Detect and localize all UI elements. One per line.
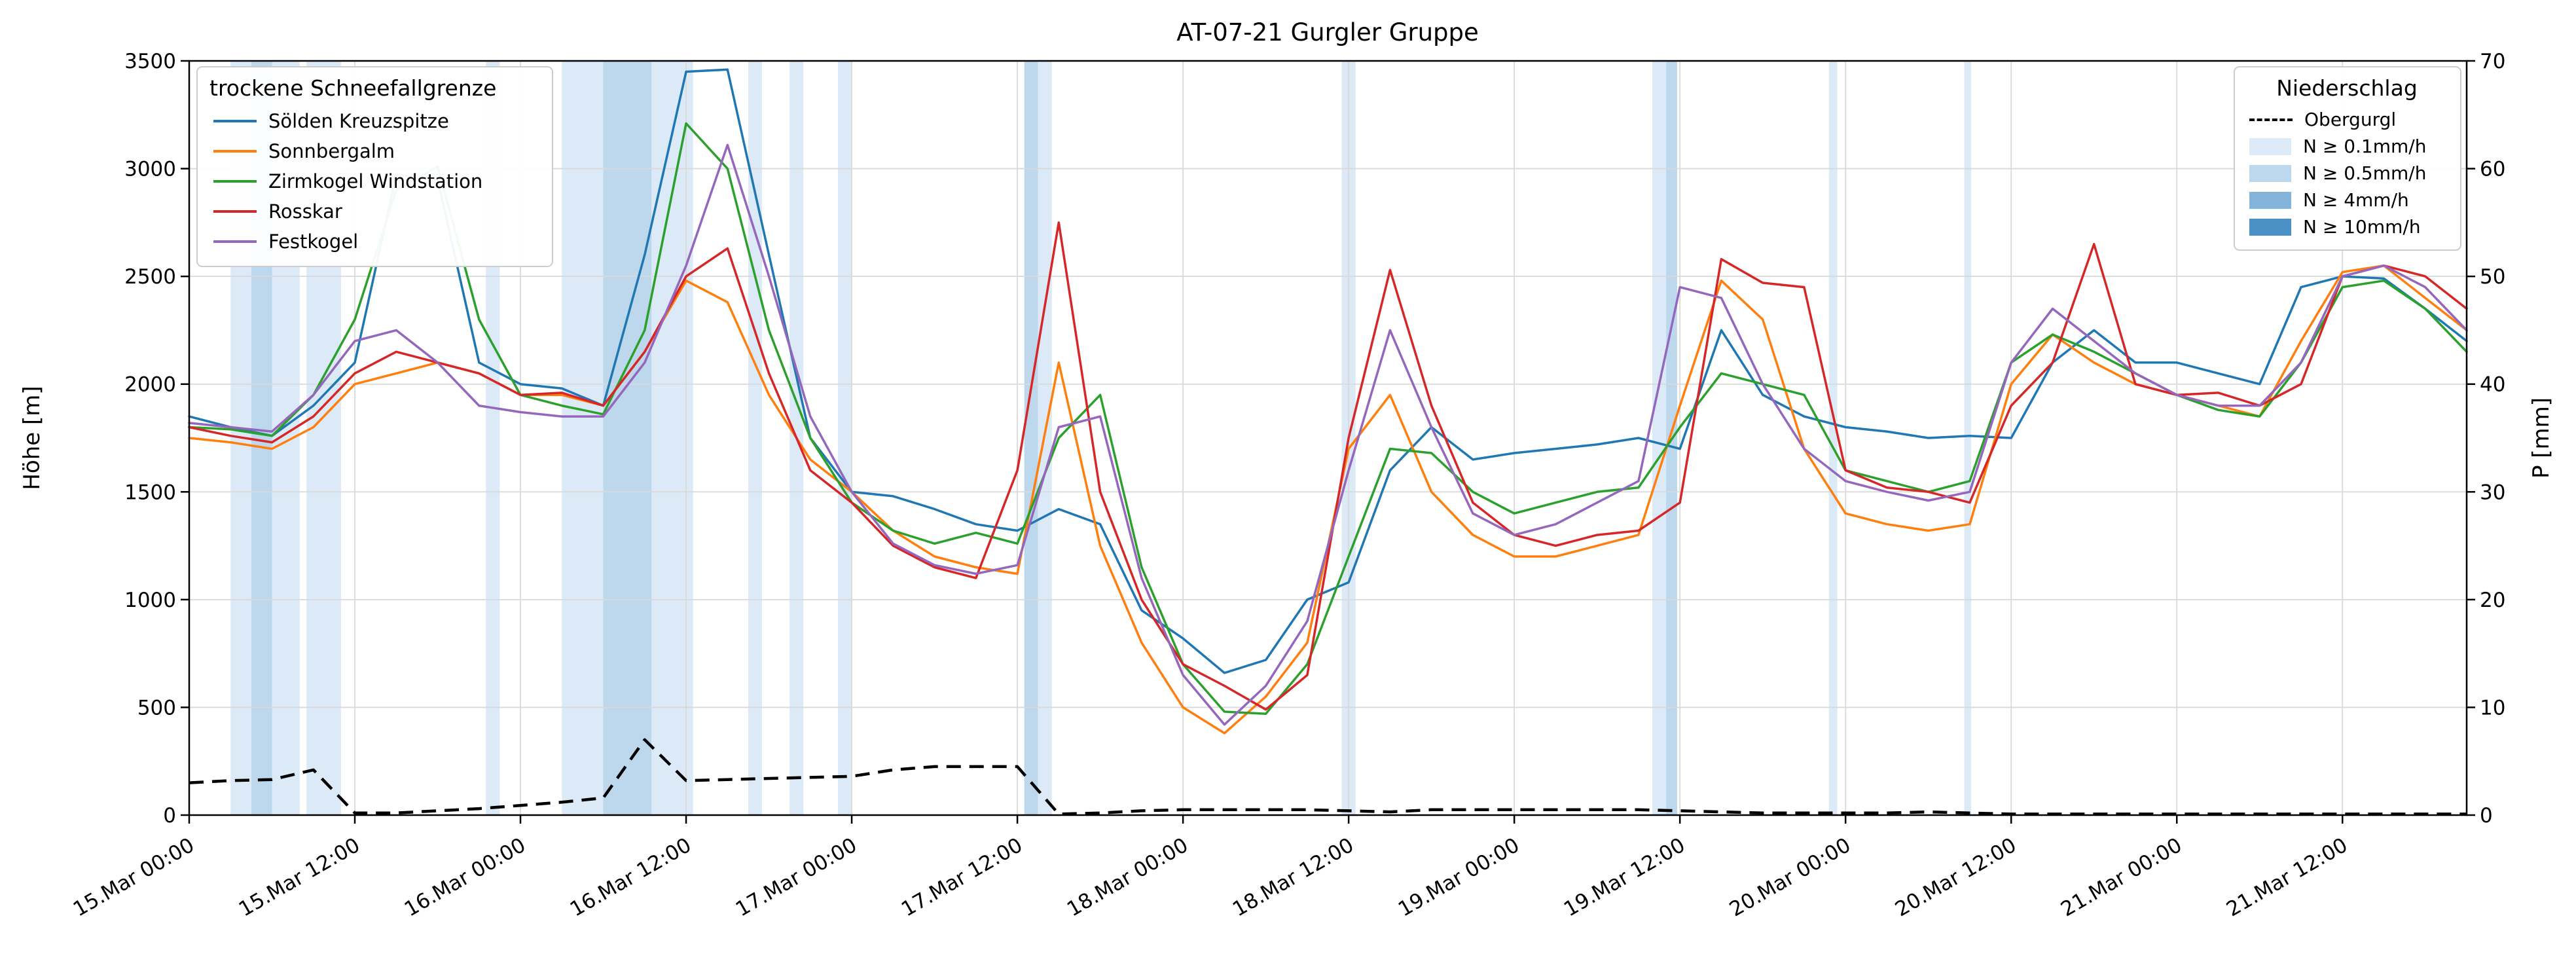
legend-item-sonnbergalm: Sonnbergalm	[208, 136, 539, 166]
xtick-label: 15.Mar 12:00	[235, 833, 364, 922]
y-axis-label-right: P [mm]	[2528, 397, 2554, 479]
ytick-label-left: 1500	[124, 481, 176, 504]
ytick-label-right: 30	[2480, 481, 2505, 504]
legend-item-rosskar: Rosskar	[208, 196, 539, 227]
series-line-zirmkogel-windstation	[188, 122, 2468, 716]
xtick-label: 17.Mar 00:00	[732, 833, 861, 922]
ytick-label-right: 60	[2480, 158, 2505, 181]
xtick-label: 18.Mar 00:00	[1063, 833, 1192, 922]
ytick-label-right: 40	[2480, 373, 2505, 397]
legend-item-label: N ≥ 4mm/h	[2303, 189, 2409, 211]
ytick-label-left: 1000	[124, 589, 176, 612]
legend-precip-items: Obergurgl N ≥ 0.1mm/h N ≥ 0.5mm/h N ≥ 4mm/h…	[2245, 106, 2447, 240]
precip-band	[1024, 61, 1038, 815]
legend-item-label: Rosskar	[268, 200, 342, 223]
precip-line-obergurgl	[189, 738, 2467, 816]
ytick-label-left: 3500	[124, 50, 176, 73]
chart-title: AT-07-21 Gurgler Gruppe	[1176, 18, 1479, 46]
ytick-label-left: 500	[137, 696, 176, 720]
legend-item-n-10mm-h: N ≥ 10mm/h	[2245, 213, 2447, 240]
legend-precip-title: Niederschlag	[2276, 75, 2418, 101]
legend-item-label: Festkogel	[268, 230, 359, 253]
xtick-label: 16.Mar 00:00	[401, 833, 530, 922]
legend-item-zirmkogel-windstation: Zirmkogel Windstation	[208, 166, 539, 196]
legend-item-n-0-1mm-h: N ≥ 0.1mm/h	[2245, 133, 2447, 160]
line-sample-icon	[213, 210, 257, 213]
ytick-label-right: 20	[2480, 589, 2505, 612]
xtick-label: 20.Mar 12:00	[1891, 833, 2020, 922]
xtick-label: 19.Mar 12:00	[1560, 833, 1689, 922]
xtick-label: 16.Mar 12:00	[566, 833, 695, 922]
xtick-label: 20.Mar 00:00	[1726, 833, 1855, 922]
line-sample-icon	[213, 120, 257, 122]
legend-item-label: N ≥ 0.5mm/h	[2303, 162, 2427, 184]
legend-snowline-items: Sölden Kreuzspitze Sonnbergalm Zirmkogel W…	[208, 106, 539, 257]
line-sample-icon	[213, 240, 257, 243]
precip-band	[1964, 61, 1972, 815]
ytick-label-left: 2000	[124, 373, 176, 397]
legend-item-label: Sölden Kreuzspitze	[268, 110, 449, 132]
legend-item-label: Zirmkogel Windstation	[268, 170, 483, 192]
line-sample-icon	[213, 180, 257, 183]
ytick-label-right: 70	[2480, 50, 2505, 73]
y-axis-label-left: Höhe [m]	[19, 386, 45, 490]
ytick-label-right: 0	[2480, 804, 2493, 828]
precip-band	[837, 61, 852, 815]
legend-item-festkogel: Festkogel	[208, 227, 539, 257]
legend-item-obergurgl: Obergurgl	[2245, 106, 2447, 133]
band-swatch-icon	[2249, 137, 2291, 155]
band-swatch-icon	[2249, 218, 2291, 236]
precip-band	[603, 61, 652, 815]
precip-band	[748, 61, 763, 815]
xtick-label: 17.Mar 12:00	[898, 833, 1026, 922]
legend-item-n-0-5mm-h: N ≥ 0.5mm/h	[2245, 160, 2447, 187]
legend-item-label: N ≥ 10mm/h	[2303, 216, 2421, 238]
precip-band	[562, 61, 604, 815]
xtick-label: 15.Mar 00:00	[69, 833, 198, 922]
ytick-label-right: 10	[2480, 696, 2505, 720]
xtick-label: 18.Mar 12:00	[1229, 833, 1358, 922]
legend-item-label: Obergurgl	[2304, 109, 2397, 130]
legend-item-s-lden-kreuzspitze: Sölden Kreuzspitze	[208, 106, 539, 136]
series-lines	[188, 68, 2468, 735]
xtick-label: 21.Mar 12:00	[2222, 833, 2351, 922]
xtick-label: 21.Mar 00:00	[2057, 833, 2186, 922]
line-sample-icon	[213, 150, 257, 153]
precip-band	[1828, 61, 1838, 815]
legend-snowline: trockene Schneefallgrenze Sölden Kreuzsp…	[196, 66, 553, 267]
ytick-label-left: 0	[163, 804, 176, 828]
ytick-label-left: 3000	[124, 158, 176, 181]
xtick-label: 19.Mar 00:00	[1394, 833, 1523, 922]
legend-item-label: N ≥ 0.1mm/h	[2303, 136, 2427, 157]
ytick-label-right: 50	[2480, 265, 2505, 289]
precip-band	[651, 61, 693, 815]
series-line-rosskar	[188, 221, 2468, 711]
precip-band	[1652, 61, 1667, 815]
dashed-line-sample-icon	[2249, 118, 2293, 121]
band-swatch-icon	[2249, 191, 2291, 209]
legend-snowline-title: trockene Schneefallgrenze	[209, 75, 497, 101]
legend-precip: Niederschlag Obergurgl N ≥ 0.1mm/h N ≥ 0.5…	[2234, 66, 2461, 251]
legend-item-n-4mm-h: N ≥ 4mm/h	[2245, 187, 2447, 213]
legend-item-label: Sonnbergalm	[268, 140, 395, 162]
ytick-label-left: 2500	[124, 265, 176, 289]
band-swatch-icon	[2249, 164, 2291, 182]
series-line-festkogel	[188, 143, 2468, 726]
series-line-sonnbergalm	[188, 264, 2468, 735]
plot-frame	[188, 60, 2468, 816]
